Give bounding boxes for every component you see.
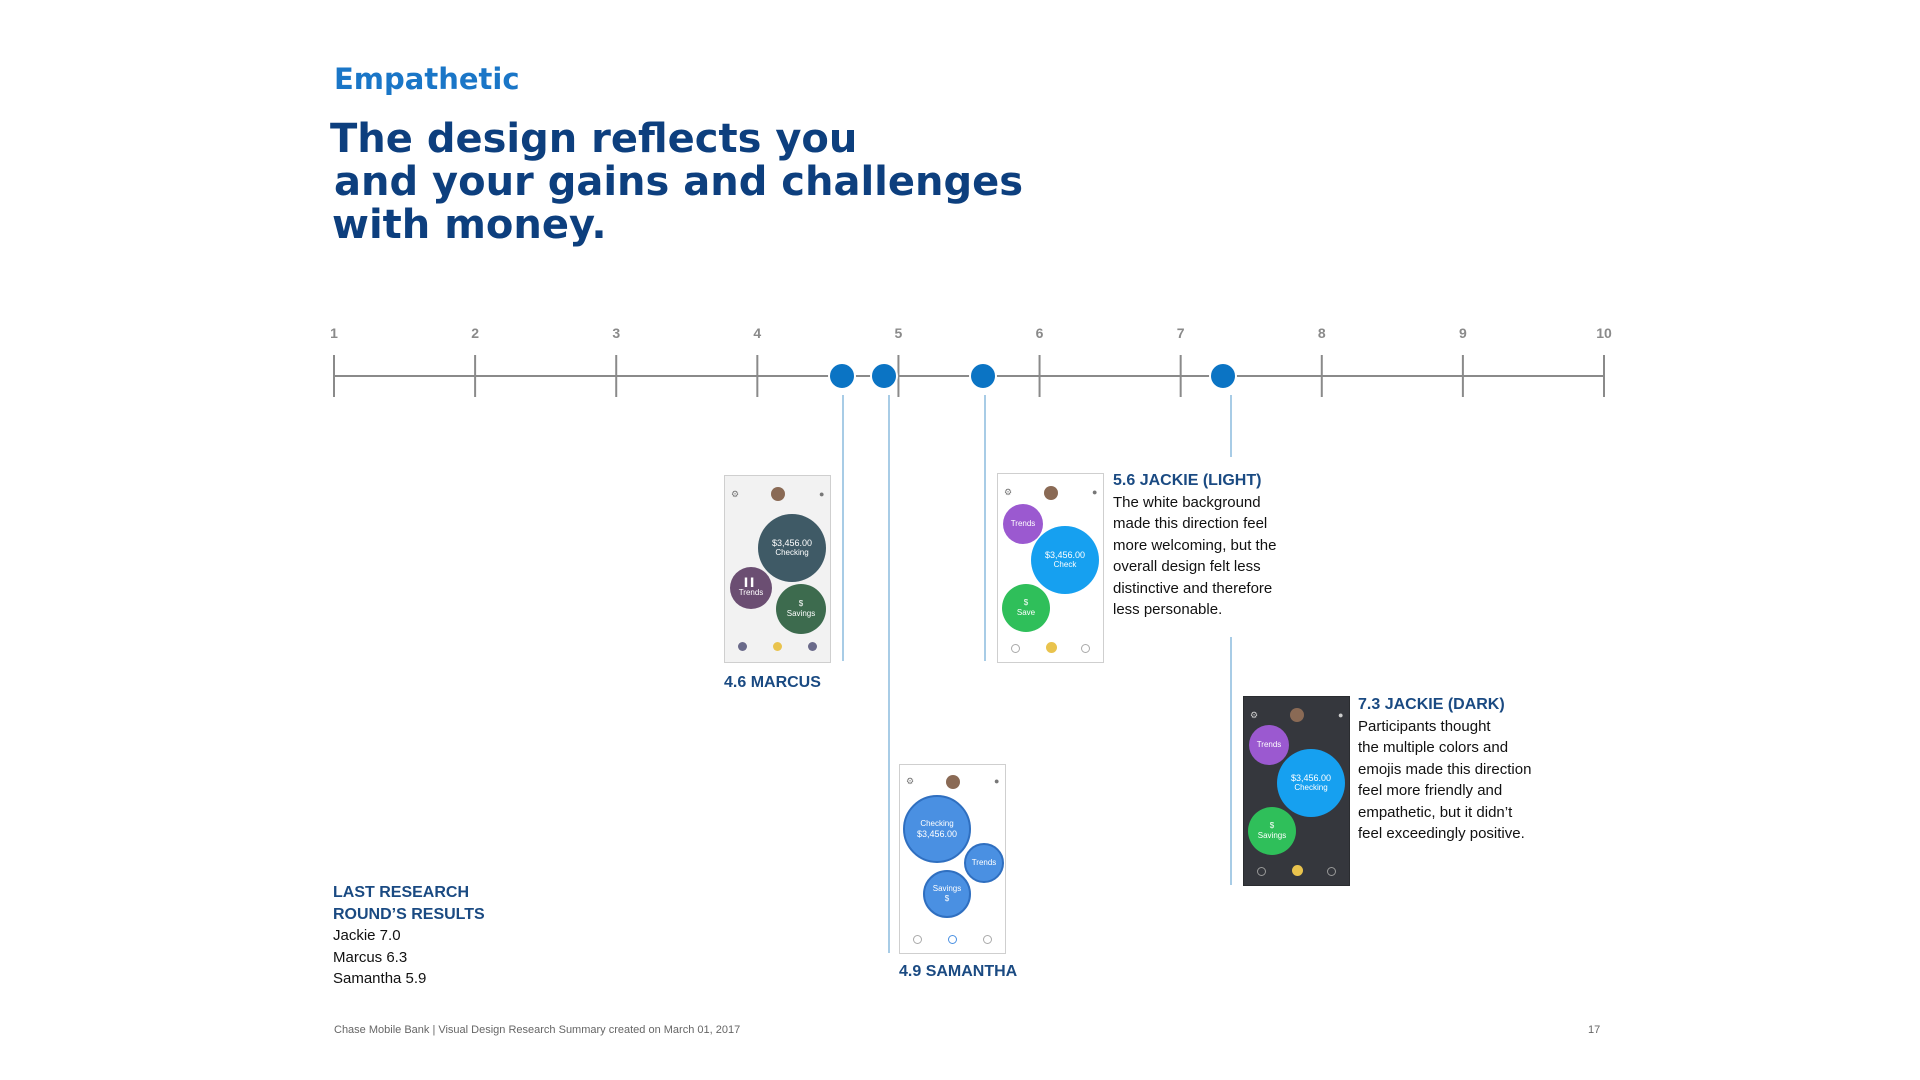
description-jackie-light: 5.6 JACKIE (LIGHT) The white background … [1113,470,1276,621]
description-line: more welcoming, but the [1113,536,1277,554]
description-line: overall design felt less [1113,558,1261,575]
trends-bubble: Trends [1249,725,1289,765]
gear-icon: ⚙ [1250,710,1259,720]
pin-icon: ● [994,776,1000,786]
savings-bubble: $ Savings [1248,807,1296,855]
trends-bubble: ▍▍ Trends [730,567,772,609]
last-research-results: LAST RESEARCH ROUND’S RESULTS Jackie 7.0… [333,882,485,990]
trends-bubble: Trends [1003,504,1043,544]
label-jackie-light: 5.6 JACKIE (LIGHT) [1113,472,1262,489]
refresh-icon [1081,644,1090,653]
connector-jackie-dark [1230,395,1232,457]
description-line: less personable. [1113,601,1223,618]
headline-line-3: with money. [332,202,607,248]
checking-bubble: $3,456.00 Checking [758,514,826,582]
headline-line-2: and your gains and challenges [334,159,1024,205]
description-line: made this direction feel [1113,515,1268,532]
checking-bubble: Checking $3,456.00 [903,795,971,863]
pin-icon: ● [1092,487,1098,497]
checking-bubble: $3,456.00 Checking [1277,749,1345,817]
transfer-icon [913,935,922,944]
description-jackie-dark: 7.3 JACKIE (DARK) Participants thought t… [1358,694,1531,845]
label-marcus: 4.6 MARCUS [724,674,821,691]
page-number: 17 [1588,1024,1601,1036]
result-marcus: Marcus 6.3 [333,948,408,966]
refresh-icon [808,642,817,651]
last-research-heading-1: LAST RESEARCH [333,884,470,901]
scale-tick-label: 5 [895,325,903,341]
trends-bubble: Trends [964,843,1004,883]
description-line: feel more friendly and [1358,782,1503,799]
scale-tick-label: 2 [471,325,479,341]
avatar [1290,708,1304,722]
description-line: distinctive and therefore [1113,579,1273,597]
gear-icon: ⚙ [731,489,740,499]
emoji-icon [1292,865,1303,876]
headline-line-1: The design reflects you [330,116,858,162]
transfer-icon [1011,644,1020,653]
footer-text: Chase Mobile Bank | Visual Design Resear… [334,1024,741,1036]
pin-icon: ● [1338,710,1344,720]
connector-jackie-dark-lower [1230,637,1232,885]
description-line: emojis made this direction [1358,760,1532,778]
avatar [1044,486,1058,500]
connector-marcus [842,395,844,661]
checking-bubble: $3,456.00 Check [1031,526,1099,594]
refresh-icon [983,935,992,944]
scale-tick-label: 7 [1177,325,1185,341]
refresh-icon [1327,867,1336,876]
scale-tick-label: 1 [330,325,338,341]
scale-tick-label: 4 [753,325,761,341]
gear-icon: ⚙ [906,776,915,786]
marker-jackie-dark [1209,362,1237,390]
section-eyebrow: Empathetic [334,62,520,96]
savings-bubble: $ Savings [776,584,826,634]
marker-marcus [828,362,856,390]
phone-mockup-jackie-dark: ⚙ ● Trends $3,456.00 Checking $ Savings [1243,696,1350,886]
description-line: the multiple colors and [1358,739,1509,756]
savings-bubble: $ Save [1002,584,1050,632]
avatar [946,775,960,789]
emoji-icon [1046,642,1057,653]
phone-mockup-jackie-light: ⚙ ● Trends $3,456.00 Check $ Save [997,473,1104,663]
result-jackie: Jackie 7.0 [333,927,401,944]
savings-bubble: Savings $ [923,870,971,918]
label-jackie-dark: 7.3 JACKIE (DARK) [1358,696,1505,713]
scale-tick-label: 3 [612,325,620,341]
label-samantha: 4.9 SAMANTHA [899,963,1018,980]
scale-tick-label: 8 [1318,325,1326,341]
emoji-icon [773,642,782,651]
marker-jackie-light [969,362,998,390]
pin-icon: ● [819,489,825,499]
transfer-icon [738,642,747,651]
scale-tick-label: 10 [1596,325,1612,341]
phone-mockup-samantha: ⚙ ● Checking $3,456.00 Trends Savings $ [899,764,1006,954]
description-line: feel exceedingly positive. [1358,825,1525,842]
scale-tick-label: 9 [1459,325,1467,341]
emoji-icon [948,935,957,944]
gear-icon: ⚙ [1004,487,1013,497]
avatar [771,487,785,501]
description-line: empathetic, but it didn’t [1358,803,1513,821]
description-line: The white background [1113,493,1261,511]
result-samantha: Samantha 5.9 [333,970,427,987]
marker-samantha [870,362,899,390]
phone-mockup-marcus: ⚙ ● $3,456.00 Checking ▍▍ Trends $ Savin… [724,475,831,663]
transfer-icon [1257,867,1266,876]
description-line: Participants thought [1358,717,1491,735]
chart-icon: ▍▍ [744,578,758,587]
last-research-heading-2: ROUND’S RESULTS [333,905,485,923]
scale-tick-label: 6 [1036,325,1044,341]
connector-jackie-light [984,395,986,661]
connector-samantha [888,395,890,953]
